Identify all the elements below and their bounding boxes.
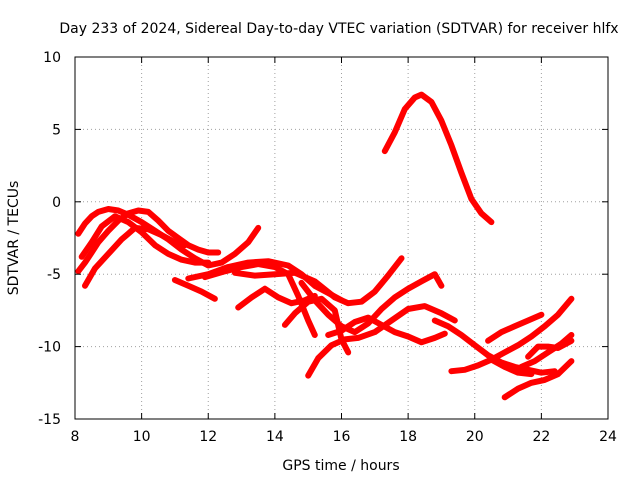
x-tick-label: 16 — [333, 429, 351, 445]
x-tick-label: 14 — [266, 429, 284, 445]
series-line-sat-e — [171, 277, 218, 302]
x-tick-label: 22 — [532, 429, 550, 445]
x-tick-label: 8 — [71, 429, 80, 445]
series-layer — [75, 91, 575, 401]
y-tick-label: -10 — [38, 340, 61, 356]
series-line-sat-k — [298, 271, 445, 336]
series-line-sat-g — [201, 261, 318, 338]
y-tick-label: 5 — [52, 122, 61, 138]
x-tick-label: 10 — [133, 429, 151, 445]
y-tick-label: -5 — [47, 267, 61, 283]
series-line-sat-d — [78, 213, 212, 266]
series-line-sat-u — [525, 337, 575, 360]
chart-title: Day 233 of 2024, Sidereal Day-to-day VTE… — [59, 21, 618, 37]
series-line-sat-h — [235, 285, 318, 311]
series-line-sat-l — [305, 303, 458, 379]
series-line-sat-r — [488, 295, 575, 363]
x-tick-label: 12 — [199, 429, 217, 445]
y-tick-label: 10 — [43, 50, 61, 66]
series-line-sat-m — [325, 314, 448, 346]
series-line-sat-s — [501, 358, 575, 401]
y-tick-label: -15 — [38, 412, 61, 428]
x-tick-label: 24 — [599, 429, 617, 445]
x-tick-label: 20 — [466, 429, 484, 445]
y-tick-label: 0 — [52, 195, 61, 211]
x-tick-label: 18 — [399, 429, 417, 445]
series-line-sat-a — [75, 207, 222, 275]
series-line-sat-n — [381, 91, 495, 226]
series-line-sat-q — [485, 311, 545, 344]
ticks: 8 10 12 14 16 18 20 22 24 -15 -10 -5 0 5 10 — [38, 50, 617, 445]
series-line-sat-i — [231, 255, 405, 307]
y-axis-label: SDTVAR / TECUs — [6, 181, 22, 296]
series-line-sat-t — [518, 332, 575, 370]
x-axis-label: GPS time / hours — [282, 458, 399, 474]
